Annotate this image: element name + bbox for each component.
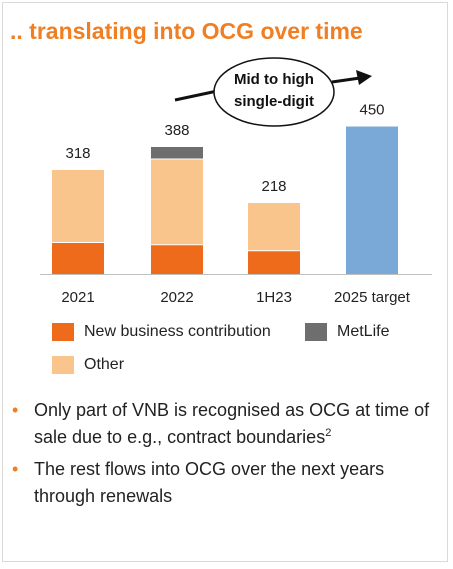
footnote-ref: 2 [325, 427, 332, 439]
callout-line2: single-digit [234, 93, 314, 110]
bar-segment-other-2022 [151, 158, 203, 245]
category-label: 2022 [160, 289, 193, 306]
labels-group: 318 2021 388 2022 218 1H23 450 2025 target [61, 102, 410, 307]
legend-label-other: Other [84, 356, 125, 373]
category-label: 2025 target [334, 289, 411, 306]
legend-swatch-metlife [305, 323, 327, 341]
ocg-bar-chart: 318 2021 388 2022 218 1H23 450 2025 target Mid … [40, 57, 432, 307]
legend-item-new-business: New business contribution [52, 323, 271, 341]
legend-item-other: Other [52, 356, 124, 374]
bullet-text: Only part of VNB is recognised as OCG at… [34, 397, 442, 451]
legend-swatch-new-business [52, 323, 74, 341]
legend-item-metlife: MetLife [305, 323, 389, 341]
bullet-text-2: The rest flows into OCG over the next ye… [34, 459, 385, 506]
total-label: 450 [359, 102, 384, 119]
page-title: .. translating into OCG over time [10, 18, 363, 44]
callout-line1: Mid to high [234, 71, 314, 88]
bar-segment-target-2025-target [346, 125, 398, 274]
bars-group [52, 124, 398, 274]
legend-label-metlife: MetLife [337, 323, 390, 340]
bar-segment-new-business-contribution-1h23 [248, 250, 300, 274]
legend-swatch-other [52, 356, 74, 374]
bar-segment-new-business-contribution-2021 [52, 241, 104, 274]
callout-arrowhead [356, 70, 372, 85]
callout-arrow-right [331, 76, 361, 84]
bullet-item: • The rest flows into OCG over the next … [12, 456, 442, 510]
total-label: 318 [65, 145, 90, 162]
bar-segment-new-business-contribution-2022 [151, 244, 203, 274]
total-label: 218 [261, 178, 286, 195]
bullet-item: • Only part of VNB is recognised as OCG … [12, 397, 442, 451]
bullet-list: • Only part of VNB is recognised as OCG … [12, 397, 442, 515]
bar-segment-metlife-2022 [151, 145, 203, 159]
category-label: 1H23 [256, 289, 292, 306]
bar-segment-other-1h23 [248, 202, 300, 251]
legend-label-new-business: New business contribution [84, 323, 271, 340]
bar-segment-other-2021 [52, 169, 104, 242]
bullet-text-1: Only part of VNB is recognised as OCG at… [34, 400, 430, 447]
total-label: 388 [164, 122, 189, 139]
slide-frame [2, 2, 448, 562]
callout-group: Mid to high single-digit [174, 57, 372, 127]
bullet-dot: • [12, 400, 19, 420]
category-label: 2021 [61, 289, 94, 306]
callout-ellipse [213, 57, 335, 127]
bullet-dot: • [12, 459, 19, 479]
